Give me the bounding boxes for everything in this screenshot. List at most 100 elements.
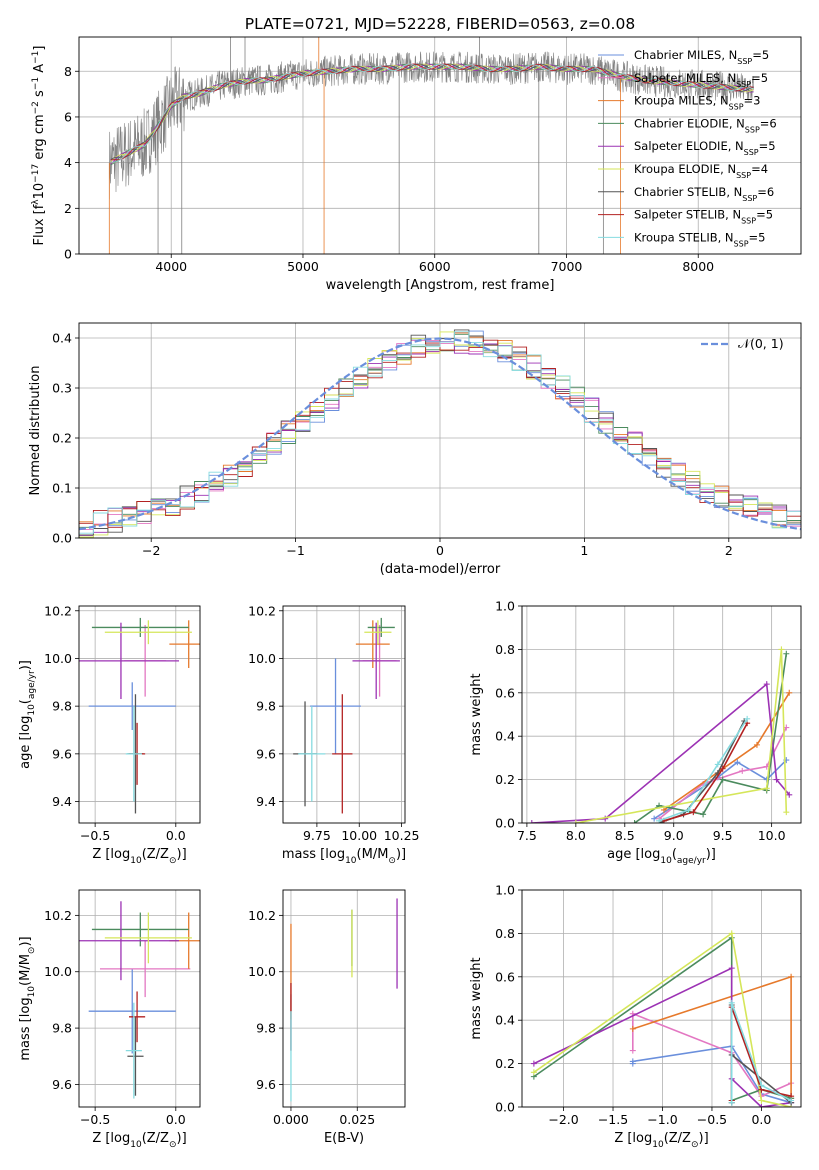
chart-title: PLATE=0721, MJD=52228, FIBERID=0563, z=0… <box>245 15 635 33</box>
weight-point-salpeter_stelib <box>719 765 726 772</box>
y-axis-label: Normed distribution <box>28 366 43 496</box>
y-tick-label: 9.6 <box>52 746 72 761</box>
legend-sub: SSP <box>741 216 756 225</box>
x-axis-label-part: 10 <box>660 856 672 866</box>
axes-frame <box>282 889 406 1108</box>
y-tick-label: 0.4 <box>495 1013 515 1028</box>
legend-suffix: =5 <box>752 48 769 62</box>
x-axis-label: mass [log10(M/M⊙)] <box>282 847 406 866</box>
y-axis-label: mass [log10(M/M⊙)] <box>18 936 37 1060</box>
y-tick-label: 0.0 <box>495 816 515 831</box>
x-axis-label-part: )] <box>699 1131 709 1146</box>
weight-point-kroupa_elodie <box>728 930 735 937</box>
y-tick-label: 10.0 <box>44 651 72 666</box>
y-axis-label-part: (M/M <box>18 954 33 986</box>
legend-suffix: =6 <box>757 185 774 199</box>
y-axis-label-part: 10 <box>27 704 37 716</box>
x-tick-label: −2 <box>142 543 160 558</box>
weight-point-salpeter_elodie <box>728 965 735 972</box>
y-axis-label-part: 10 <box>27 986 37 998</box>
y-tick-label: 10.2 <box>248 908 276 923</box>
legend-text: Salpeter STELIB, N <box>634 208 741 222</box>
weight-point-salpeter_miles <box>629 1047 636 1054</box>
weight-point-kroupa_elodie <box>530 1069 537 1076</box>
weight-point-chabrier_elodie <box>631 820 638 823</box>
y-tick-label: 10.2 <box>248 603 276 618</box>
y-tick-label: 0.8 <box>495 926 515 941</box>
legend-label: Salpeter ELODIE, NSSP=5 <box>634 139 776 157</box>
weight-point-kroupa_elodie <box>778 646 785 653</box>
x-tick-label: 7000 <box>551 259 583 274</box>
y-tick-label: 10.2 <box>44 603 72 618</box>
y-tick-label: 0.2 <box>52 431 72 446</box>
x-tick-label: 10.0 <box>758 828 786 843</box>
model-line-kroupa_miles <box>110 63 754 164</box>
axes-frame <box>78 889 201 1108</box>
plot-area <box>79 901 200 1099</box>
legend-text: Chabrier STELIB, N <box>634 185 742 199</box>
y-tick-label: 0.1 <box>52 481 72 496</box>
legend-suffix: =4 <box>751 162 768 176</box>
x-tick-label: 0.0 <box>166 1112 186 1127</box>
y-tick-label: 0.0 <box>52 531 72 546</box>
x-axis-label-part: age/yr <box>677 856 706 866</box>
legend-suffix: =6 <box>760 116 777 130</box>
weight-point-kroupa_stelib <box>744 715 751 722</box>
x-tick-label: 0 <box>436 543 444 558</box>
y-tick-label: 0.0 <box>495 1100 515 1115</box>
x-axis-label-part: )] <box>177 847 187 862</box>
x-tick-label: 10.00 <box>341 828 377 843</box>
y-tick-label: 0.4 <box>52 331 72 346</box>
x-tick-label: −0.5 <box>80 828 110 843</box>
y-tick-label: 8 <box>64 64 72 79</box>
histogram-salpeter_stelib <box>79 339 801 538</box>
y-tick-label: 9.8 <box>52 699 72 714</box>
weight-point-salpeter_stelib <box>690 809 697 816</box>
weight-point-kroupa_stelib <box>714 761 721 768</box>
x-axis-label: wavelength [Angstrom, rest frame] <box>326 278 555 293</box>
x-tick-label: 8.5 <box>615 828 635 843</box>
y-tick-label: 9.8 <box>256 1021 276 1036</box>
weight-point-kroupa_stelib <box>758 1082 765 1089</box>
y-axis-label-part: −1 <box>31 51 41 64</box>
x-axis-label-part: (Z/Z <box>142 847 169 862</box>
x-axis-label-part: )] <box>706 847 716 862</box>
x-axis-label-part: Z [log <box>92 1131 130 1146</box>
x-axis-label-part: ⊙ <box>691 1140 699 1150</box>
y-axis-label: age [log10(age/yr)] <box>18 660 37 769</box>
x-axis-label-part: Z [log <box>92 847 130 862</box>
y-tick-label: 9.4 <box>52 794 72 809</box>
plot-area <box>79 329 801 538</box>
y-axis-label-part: A <box>32 64 47 77</box>
weight-point-kroupa_miles <box>629 1025 636 1032</box>
weight-point-kroupa_elodie <box>783 809 790 816</box>
y-axis-label: mass weight <box>469 957 484 1039</box>
x-axis-label-part: ( <box>672 847 677 862</box>
y-tick-label: 10.2 <box>44 908 72 923</box>
x-axis-label-part: ⊙ <box>169 856 177 866</box>
legend-label: Chabrier STELIB, NSSP=6 <box>634 185 774 203</box>
y-tick-label: 6 <box>64 109 72 124</box>
y-tick-label: 0.6 <box>495 685 515 700</box>
x-tick-label: 1 <box>580 543 588 558</box>
y-tick-label: 0.3 <box>52 381 72 396</box>
y-tick-label: 0.2 <box>495 1056 515 1071</box>
y-tick-label: 1.0 <box>495 599 515 614</box>
y-tick-label: 9.8 <box>52 1021 72 1036</box>
y-tick-label: 9.6 <box>256 1077 276 1092</box>
model-line-salpeter_stelib <box>110 63 754 161</box>
weight-point-chabrier_elodie <box>719 776 726 783</box>
x-tick-label: 5000 <box>287 259 319 274</box>
y-tick-label: 9.4 <box>256 794 276 809</box>
weight-line-kroupa_stelib <box>730 1002 792 1103</box>
legend-label: Salpeter STELIB, NSSP=5 <box>634 208 773 226</box>
weight-point-salpeter_elodie <box>758 1104 765 1107</box>
legend-label: Salpeter MILES, NSSP=5 <box>634 71 768 89</box>
x-axis-label-part: ⊙ <box>169 1140 177 1150</box>
legend-sub: SSP <box>736 171 751 180</box>
observed-spectrum-line <box>109 51 754 200</box>
model-line-kroupa_stelib <box>110 63 754 163</box>
y-tick-label: 9.8 <box>256 699 276 714</box>
y-tick-label: 0.2 <box>495 772 515 787</box>
